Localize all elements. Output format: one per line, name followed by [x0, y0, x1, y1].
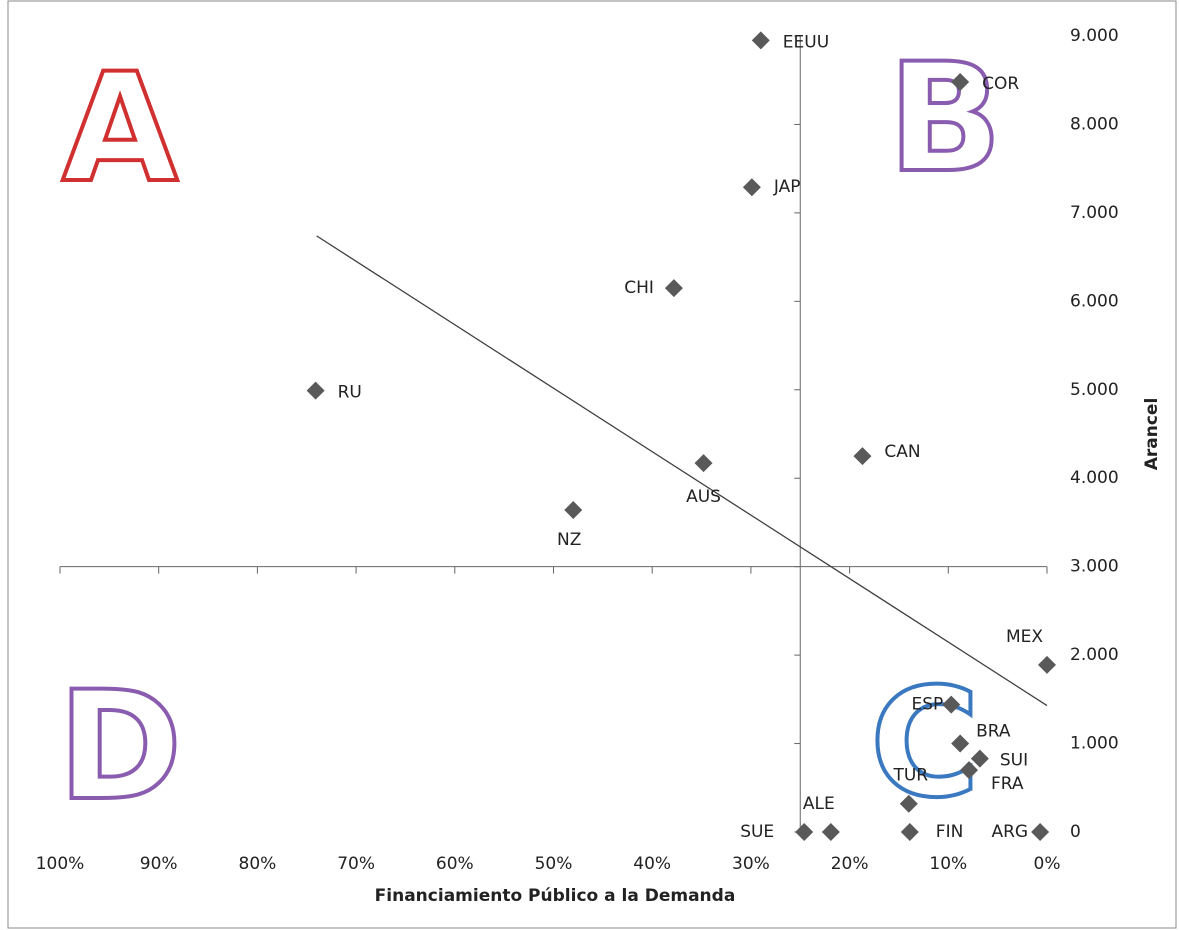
- x-tick-label: 40%: [633, 854, 671, 874]
- point-label: ALE: [803, 794, 835, 814]
- point: [1031, 823, 1050, 841]
- x-tick-label: 0%: [1034, 854, 1061, 874]
- point: [664, 279, 683, 298]
- point-label: MEX: [1006, 627, 1043, 647]
- point-label: COR: [982, 74, 1019, 94]
- y-tick-label: 9.000: [1070, 26, 1119, 46]
- point: [960, 761, 979, 780]
- quadrant-letter: B: [888, 32, 1002, 206]
- x-tick-label: 90%: [140, 854, 178, 874]
- x-tick-label: 10%: [929, 854, 967, 874]
- point-label: RU: [338, 383, 362, 403]
- quadrant-letter: C: [870, 657, 980, 831]
- x-axis-label: Financiamiento Público a la Demanda: [375, 886, 736, 906]
- x-tick-label: 70%: [337, 854, 375, 874]
- x-tick-label: 100%: [36, 854, 85, 874]
- x-tick-label: 60%: [436, 854, 474, 874]
- quadrant-letter: A: [62, 42, 178, 216]
- y-tick-label: 5.000: [1070, 380, 1119, 400]
- y-tick-label: 6.000: [1070, 291, 1119, 311]
- point: [853, 447, 872, 466]
- x-tick-label: 50%: [535, 854, 573, 874]
- point: [694, 454, 713, 473]
- x-tick-label: 30%: [732, 854, 770, 874]
- point-label: EEUU: [783, 32, 829, 52]
- point-label: CAN: [884, 442, 920, 462]
- point-label: FIN: [936, 822, 964, 842]
- point: [899, 794, 918, 813]
- y-tick-label: 8.000: [1070, 114, 1119, 134]
- y-tick-label: 3.000: [1070, 557, 1119, 577]
- point: [821, 823, 840, 841]
- x-tick-label: 80%: [239, 854, 277, 874]
- point: [742, 178, 761, 197]
- point-label: ARG: [991, 822, 1028, 842]
- point: [942, 695, 961, 714]
- y-tick-label: 2.000: [1070, 645, 1119, 665]
- point-label: ESP: [911, 695, 943, 715]
- point-label: JAP: [773, 177, 801, 197]
- point-label: FRA: [991, 774, 1024, 794]
- point-label: AUS: [686, 487, 721, 507]
- point-label: SUI: [1000, 751, 1028, 771]
- y-tick-label: 1.000: [1070, 734, 1119, 754]
- point: [564, 501, 583, 520]
- point: [1038, 655, 1056, 674]
- y-tick-label: 7.000: [1070, 203, 1119, 223]
- point: [751, 31, 770, 50]
- point-label: CHI: [624, 278, 654, 298]
- quadrant-letter: D: [58, 660, 183, 834]
- point: [951, 72, 970, 91]
- point: [795, 823, 814, 841]
- point-label: SUE: [740, 822, 774, 842]
- point: [900, 823, 919, 841]
- y-tick-label: 4.000: [1070, 468, 1119, 488]
- trendline: [316, 235, 1048, 707]
- point: [306, 381, 325, 400]
- chart-frame: [7, 0, 1177, 929]
- x-tick-label: 20%: [831, 854, 869, 874]
- point-label: BRA: [976, 722, 1011, 742]
- y-axis-label: Arancel: [1142, 398, 1162, 471]
- point: [970, 749, 989, 768]
- point: [951, 734, 970, 753]
- y-tick-label: 0: [1070, 822, 1081, 842]
- point-label: TUR: [892, 766, 928, 786]
- point-label: NZ: [557, 530, 581, 550]
